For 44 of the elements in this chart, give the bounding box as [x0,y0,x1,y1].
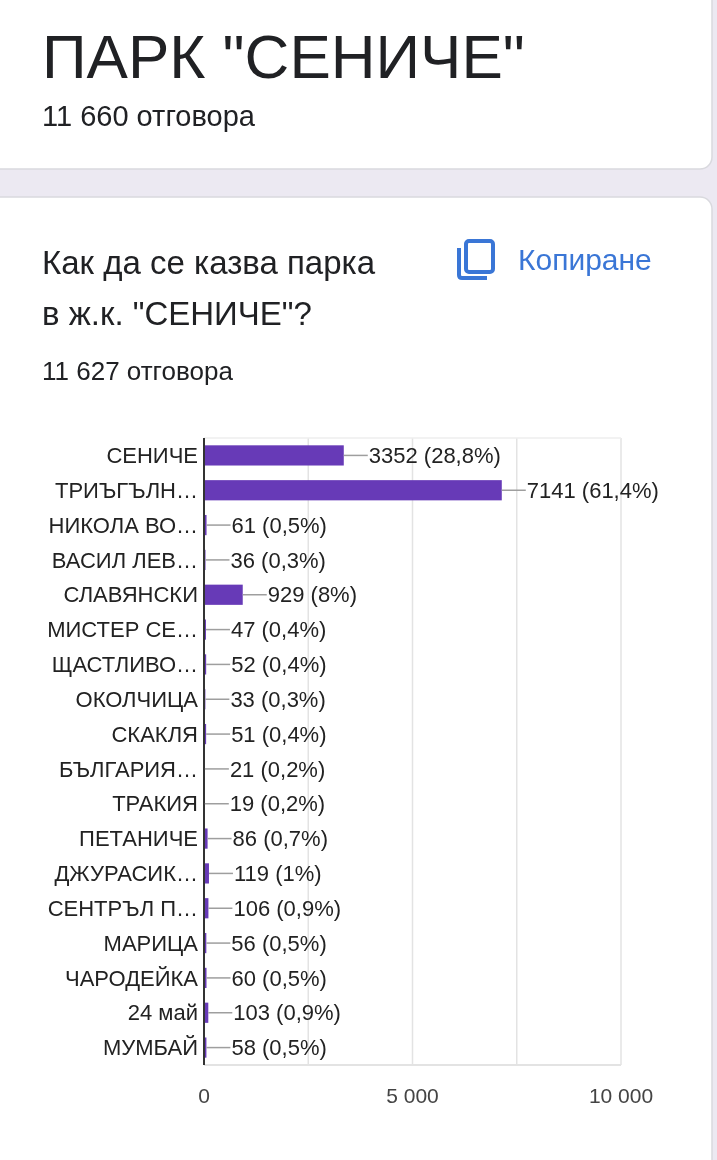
chart-subtitle: 11 627 отговора [42,356,234,386]
y-tick-label: СЕНТРЪЛ П… [47,895,198,921]
text: 11 660 отговора [42,100,256,132]
data-label: 106 (0,9%) [233,895,342,921]
data-label: 58 (0,5%) [231,1035,327,1061]
data-label: 3352 (28,8%) [368,443,501,469]
data-label: 61 (0,5%) [231,512,327,538]
y-tick-label: ПЕТАНИЧЕ [79,826,198,852]
y-tick-label: ТРАКИЯ [112,791,198,817]
data-label: 86 (0,7%) [232,826,328,852]
y-tick-label: СЕНИЧЕ [106,443,198,469]
y-tick-label: НИКОЛА ВО… [48,512,198,538]
y-tick-label: СЛАВЯНСКИ [63,582,198,608]
data-label: 47 (0,4%) [230,617,327,643]
data-label: 929 (8%) [267,582,358,608]
y-tick-label: МИСТЕР СЕ… [47,617,198,643]
y-tick-label: ЩАСТЛИВО… [51,652,198,678]
x-tick-label: 10 000 [588,1084,654,1107]
y-tick-label: ОКОЛЧИЦА [75,686,199,712]
y-tick-label: МУМБАЙ [102,1035,198,1061]
data-label: 21 (0,2%) [229,756,326,782]
y-tick-label: ЧАРОДЕЙКА [64,965,199,991]
data-label: 52 (0,4%) [231,652,327,678]
data-label: 56 (0,5%) [231,930,327,956]
y-tick-label: МАРИЦА [103,930,199,956]
data-label: 51 (0,4%) [231,721,327,747]
y-tick-label: ТРИЪГЪЛН… [55,477,198,503]
data-label: 103 (0,9%) [233,1000,341,1026]
text: Копиране [518,243,652,276]
chart-title: Как да се казва парка в ж.к. "СЕНИЧЕ"? [42,244,376,332]
text: ПАРК "СЕНИЧЕ" [42,22,525,91]
data-label: 33 (0,3%) [230,686,326,712]
data-label: 119 (1%) [233,861,322,887]
y-tick-label: ДЖУРАСИК… [54,861,198,887]
y-tick-label: БЪЛГАРИЯ… [58,756,198,782]
y-tick-label: 24 май [127,1000,198,1026]
x-tick-label: 0 [198,1084,210,1107]
data-label: 60 (0,5%) [231,965,327,991]
data-label: 19 (0,2%) [229,791,326,817]
x-tick-label: 5 000 [386,1084,439,1107]
y-tick-label: СКАКЛЯ [111,721,198,747]
y-tick-label: ВАСИЛ ЛЕВ… [51,547,198,573]
data-label: 36 (0,3%) [230,547,326,573]
data-label: 7141 (61,4%) [526,477,659,503]
